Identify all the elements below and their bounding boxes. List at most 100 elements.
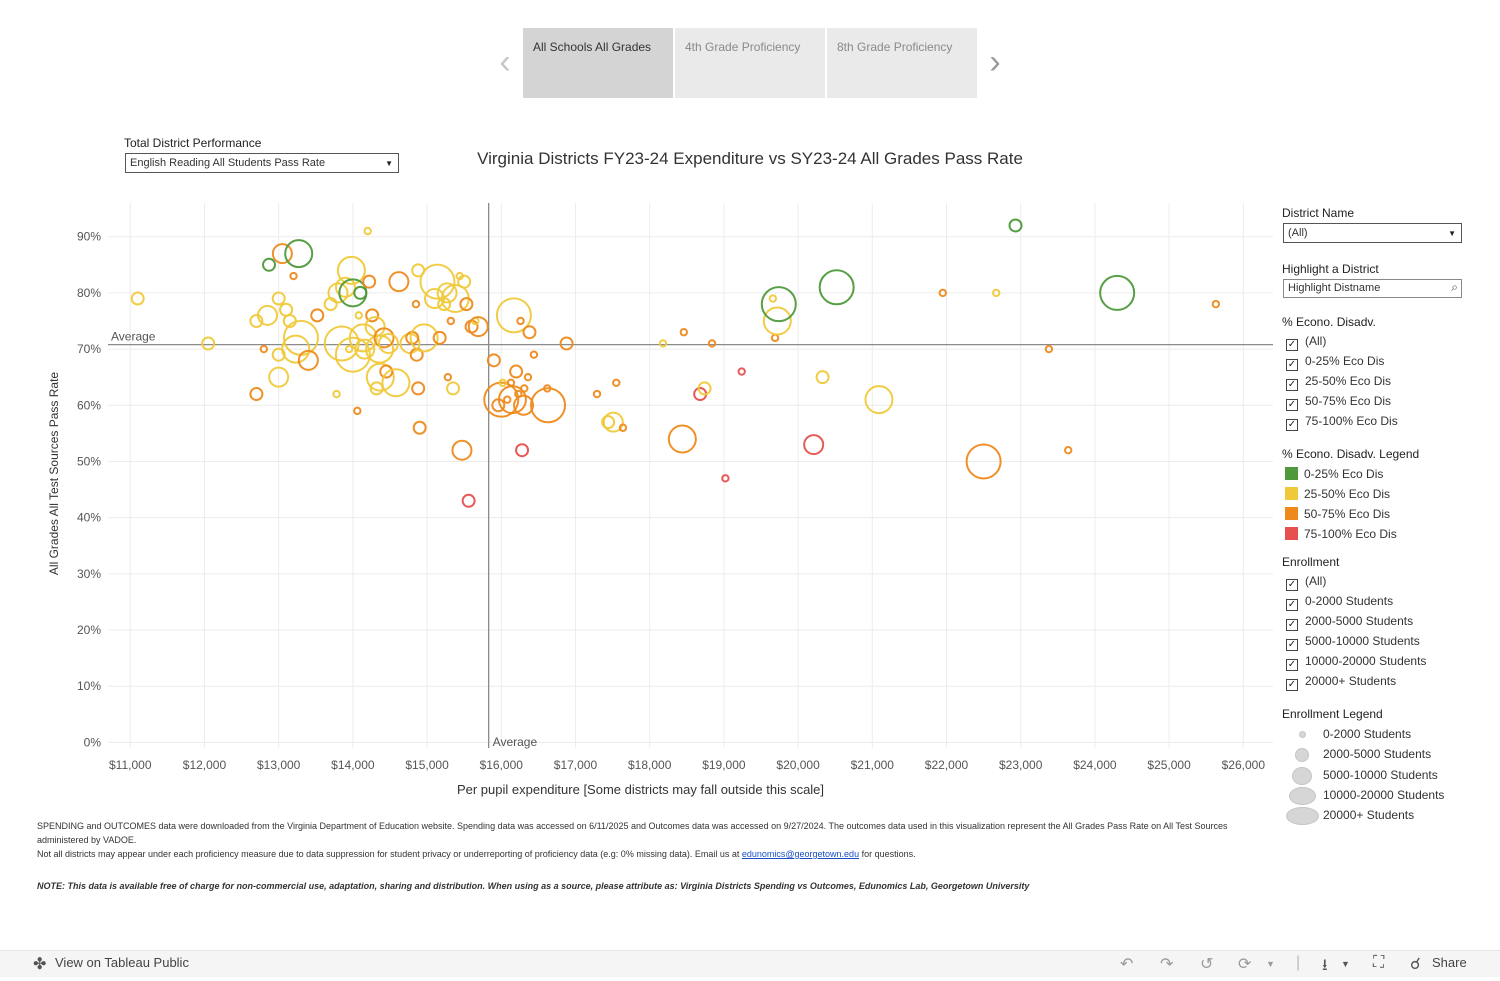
eco-filter-option[interactable]: ✓ 0-25% Eco Dis [1286,354,1384,372]
data-point [297,349,319,371]
data-point [815,370,830,385]
x-tick-label: $26,000 [1222,758,1266,772]
y-tick-label: 60% [77,398,101,412]
data-point [515,443,530,458]
data-point [363,226,372,236]
size-symbol-cell [1285,767,1319,785]
story-tab-4th-grade[interactable]: 4th Grade Proficiency [675,28,825,98]
data-point [498,378,507,387]
eco-filter-option-label: 25-50% Eco Dis [1305,374,1392,388]
checkbox-checked-icon[interactable]: ✓ [1286,599,1298,611]
checkbox-checked-icon[interactable]: ✓ [1286,419,1298,431]
eco-filter-option[interactable]: ✓ 50-75% Eco Dis [1286,394,1391,412]
color-swatch [1285,527,1298,540]
refresh-icon[interactable]: ⟳ [1238,956,1252,973]
checkbox-checked-icon[interactable]: ✓ [1286,379,1298,391]
share-button[interactable]: Share [1432,955,1467,970]
enrollment-legend-item: 5000-10000 Students [1285,767,1438,785]
data-point [483,381,520,418]
enrollment-filter-option[interactable]: ✓ 20000+ Students [1286,674,1396,692]
data-point [446,316,456,326]
data-point [457,274,472,289]
checkbox-checked-icon[interactable]: ✓ [1286,359,1298,371]
enrollment-filter-option-label: 2000-5000 Students [1305,614,1414,628]
enrollment-filter-option-label: 5000-10000 Students [1305,634,1420,648]
revert-icon[interactable]: ↺ [1200,956,1214,973]
data-point [760,286,797,323]
data-point [446,381,461,396]
enrollment-filter-option[interactable]: ✓ 0-2000 Students [1286,594,1393,612]
eco-filter-option[interactable]: ✓ 75-100% Eco Dis [1286,414,1398,432]
undo-icon[interactable]: ↶ [1120,956,1134,973]
data-point [436,282,458,304]
eco-legend-item: 75-100% Eco Dis [1285,527,1397,545]
eco-filter-option[interactable]: ✓ 25-50% Eco Dis [1286,374,1391,392]
data-point [411,299,421,309]
data-point [523,372,533,382]
average-x-label: Average [493,735,538,749]
checkbox-checked-icon[interactable]: ✓ [1286,639,1298,651]
eco-legend-item: 50-75% Eco Dis [1285,507,1390,525]
checkbox-checked-icon[interactable]: ✓ [1286,659,1298,671]
checkbox-checked-icon[interactable]: ✓ [1286,339,1298,351]
data-point [721,474,730,483]
story-next-button[interactable]: › [981,44,1009,84]
color-swatch [1285,467,1298,480]
story-tab-8th-grade[interactable]: 8th Grade Proficiency [827,28,977,98]
data-point [334,276,356,298]
data-point [332,389,341,399]
enrollment-filter-option[interactable]: ✓ 10000-20000 Students [1286,654,1426,672]
x-tick-label: $12,000 [183,758,227,772]
district-dropdown[interactable]: (All) ▼ [1283,223,1462,243]
eco-filter-option[interactable]: ✓ (All) [1286,334,1326,352]
enrollment-filter-option[interactable]: ✓ (All) [1286,574,1326,592]
y-tick-label: 70% [77,342,101,356]
story-tab-all-schools[interactable]: All Schools All Grades [523,28,673,98]
data-point [467,316,489,338]
data-point [707,339,717,348]
enrollment-legend-label: 5000-10000 Students [1323,768,1438,783]
story-prev-button[interactable]: ‹ [491,44,519,84]
enrollment-filter-option[interactable]: ✓ 5000-10000 Students [1286,634,1420,652]
performance-dropdown[interactable]: English Reading All Students Pass Rate ▼ [125,153,399,173]
x-tick-label: $15,000 [405,758,449,772]
data-point [381,368,411,398]
size-circle-icon [1292,767,1312,785]
checkbox-checked-icon[interactable]: ✓ [1286,619,1298,631]
enrollment-filter-option[interactable]: ✓ 2000-5000 Students [1286,614,1413,632]
data-point [365,362,395,392]
x-tick-label: $13,000 [257,758,301,772]
eco-legend-label: 50-75% Eco Dis [1304,507,1391,521]
data-point [1008,218,1023,233]
checkbox-checked-icon[interactable]: ✓ [1286,399,1298,411]
y-tick-label: 10% [77,679,101,693]
highlight-placeholder: Highlight Distname [1288,282,1381,294]
data-point [506,378,516,387]
enrollment-legend-label: 0-2000 Students [1323,727,1412,741]
data-point [770,333,780,343]
data-point [737,367,746,376]
caret-down-icon: ▼ [385,159,393,168]
redo-icon[interactable]: ↷ [1160,956,1174,973]
size-circle-icon [1285,807,1319,825]
download-caret-icon[interactable]: ▼ [1341,959,1350,969]
checkbox-checked-icon[interactable]: ✓ [1286,579,1298,591]
fullscreen-icon[interactable]: ⛶ [1373,954,1385,971]
download-icon[interactable]: ⭳ [1322,957,1328,974]
data-point [520,384,529,393]
share-icon[interactable]: ☌ [1410,956,1421,973]
scatter-chart: Average Average $11,000 $12,000 $13,000 $14,… [47,203,1273,797]
email-link[interactable]: edunomics@georgetown.edu [741,849,860,859]
view-on-tableau-link[interactable]: View on Tableau Public [55,955,189,970]
data-point [601,415,616,430]
x-tick-label: $17,000 [554,758,598,772]
checkbox-checked-icon[interactable]: ✓ [1286,679,1298,691]
highlight-search-input[interactable]: Highlight Distname ⌕ [1283,279,1462,298]
eco-filter-option-label: 50-75% Eco Dis [1305,394,1392,408]
data-point [513,394,535,416]
data-point [451,439,473,461]
data-point [336,255,366,285]
pause-dropdown-icon[interactable]: ▼ [1266,959,1275,969]
divider: | [1296,954,1301,971]
eco-legend-item: 0-25% Eco Dis [1285,467,1383,485]
